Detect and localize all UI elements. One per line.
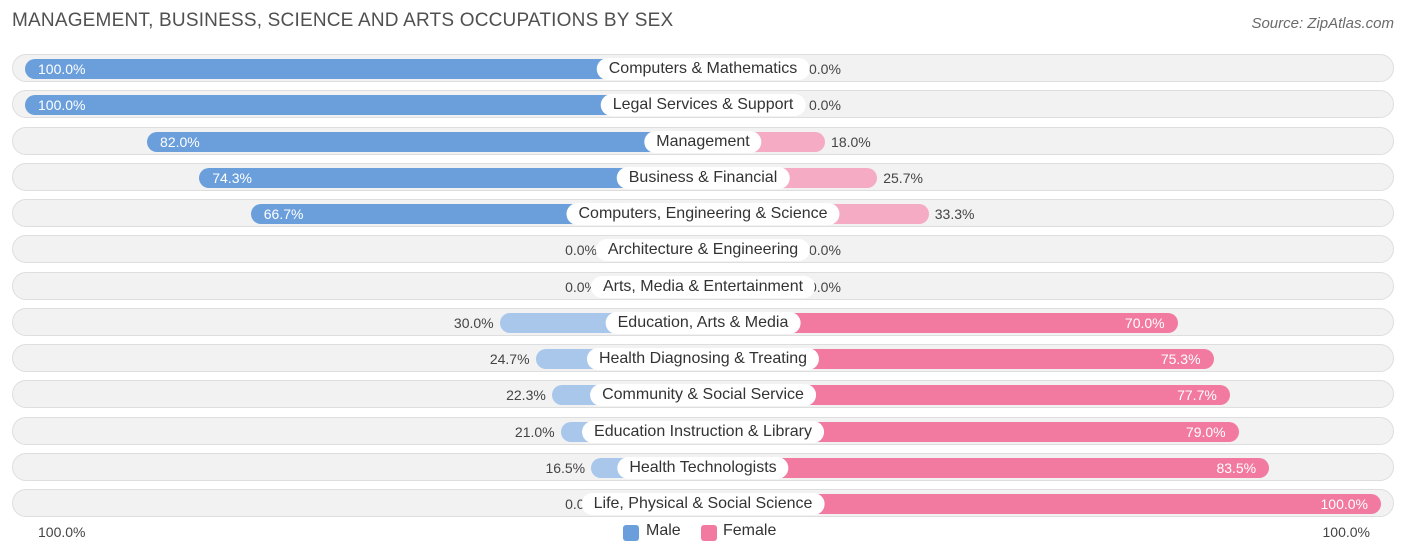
male-bar <box>25 59 703 79</box>
category-label: Health Diagnosing & Treating <box>586 348 820 370</box>
chart-row: 22.3% 77.7% Community & Social Service <box>12 380 1394 409</box>
female-value-label: 0.0% <box>809 278 841 295</box>
female-value-label: 77.7% <box>1177 387 1217 404</box>
legend-male-label: Male <box>646 522 681 539</box>
chart-row: 21.0% 79.0% Education Instruction & Librar… <box>12 416 1394 445</box>
category-label: Legal Services & Support <box>600 94 806 117</box>
female-bar <box>703 457 1270 478</box>
female-value-label: 100.0% <box>1320 496 1368 512</box>
category-label: Community & Social Service <box>590 384 816 407</box>
category-label: Life, Physical & Social Science <box>581 493 825 515</box>
chart-row: 16.5% 83.5% Health Technologists <box>12 452 1394 481</box>
female-bar <box>703 421 1239 442</box>
female-bar <box>703 494 1381 514</box>
male-value-label: 30.0% <box>453 314 494 331</box>
female-value-label: 25.7% <box>883 169 923 186</box>
female-value-label: 79.0% <box>1185 423 1226 440</box>
legend-female-label: Female <box>723 522 777 539</box>
female-value-label: 33.3% <box>934 206 975 222</box>
category-label: Arts, Media & Entertainment <box>590 275 816 298</box>
female-value-label: 0.0% <box>809 61 841 77</box>
chart-title: MANAGEMENT, BUSINESS, SCIENCE AND ARTS O… <box>12 10 674 31</box>
male-bar <box>25 95 703 116</box>
chart-row: 0.0% 0.0% Arts, Media & Entertainment <box>12 271 1394 300</box>
source-label: Source: ZipAtlas.com <box>1251 15 1394 32</box>
category-label: Business & Financial <box>616 166 790 189</box>
male-value-label: 24.7% <box>489 351 530 367</box>
category-label: Health Technologists <box>617 456 789 479</box>
category-label: Computers, Engineering & Science <box>566 203 840 225</box>
category-label: Education Instruction & Library <box>582 420 824 443</box>
male-value-label: 100.0% <box>38 97 86 114</box>
chart-row: 100.0% 0.0% Legal Services & Support <box>12 90 1394 119</box>
male-value-label: 16.5% <box>545 459 586 476</box>
category-label: Education, Arts & Media <box>605 311 801 334</box>
legend-female-swatch <box>701 525 717 541</box>
category-label: Management <box>644 130 762 153</box>
male-value-label: 22.3% <box>506 387 546 404</box>
male-bar <box>199 167 703 188</box>
female-bar <box>703 385 1230 406</box>
axis-right-label: 100.0% <box>1322 524 1370 540</box>
male-value-label: 82.0% <box>160 133 200 150</box>
female-value-label: 0.0% <box>809 242 841 259</box>
chart-row: 0.0%100.0%Life, Physical & Social Scienc… <box>12 489 1394 517</box>
female-value-label: 83.5% <box>1216 459 1257 476</box>
female-value-label: 18.0% <box>831 133 871 150</box>
male-value-label: 0.0% <box>565 242 597 259</box>
chart-row: 30.0% 70.0% Education, Arts & Media <box>12 307 1394 336</box>
female-value-label: 0.0% <box>809 97 841 114</box>
chart-row: 0.0% 0.0% Architecture & Engineering <box>12 235 1394 264</box>
male-value-label: 66.7% <box>263 206 304 222</box>
male-value-label: 74.3% <box>212 169 252 186</box>
male-bar <box>147 131 703 152</box>
category-label: Architecture & Engineering <box>595 239 811 262</box>
male-value-label: 100.0% <box>38 61 86 77</box>
category-label: Computers & Mathematics <box>596 58 810 80</box>
chart-row: 66.7% 33.3% Computers, Engineering & Scien… <box>12 199 1394 227</box>
legend-male-swatch <box>623 525 639 541</box>
male-value-label: 21.0% <box>514 423 555 440</box>
male-value-label: 0.0% <box>565 278 597 295</box>
chart-row: 82.0% 18.0% Management <box>12 126 1394 155</box>
chart-row: 24.7% 75.3% Health Diagnosing & Treating <box>12 344 1394 372</box>
female-value-label: 70.0% <box>1124 314 1165 331</box>
female-value-label: 75.3% <box>1160 351 1201 367</box>
female-bar <box>703 312 1178 333</box>
chart-row: 100.0% 0.0% Computers & Mathematics <box>12 54 1394 82</box>
female-bar <box>703 349 1214 369</box>
chart-row: 74.3% 25.7% Business & Financial <box>12 162 1394 191</box>
axis-left-label: 100.0% <box>38 524 86 540</box>
